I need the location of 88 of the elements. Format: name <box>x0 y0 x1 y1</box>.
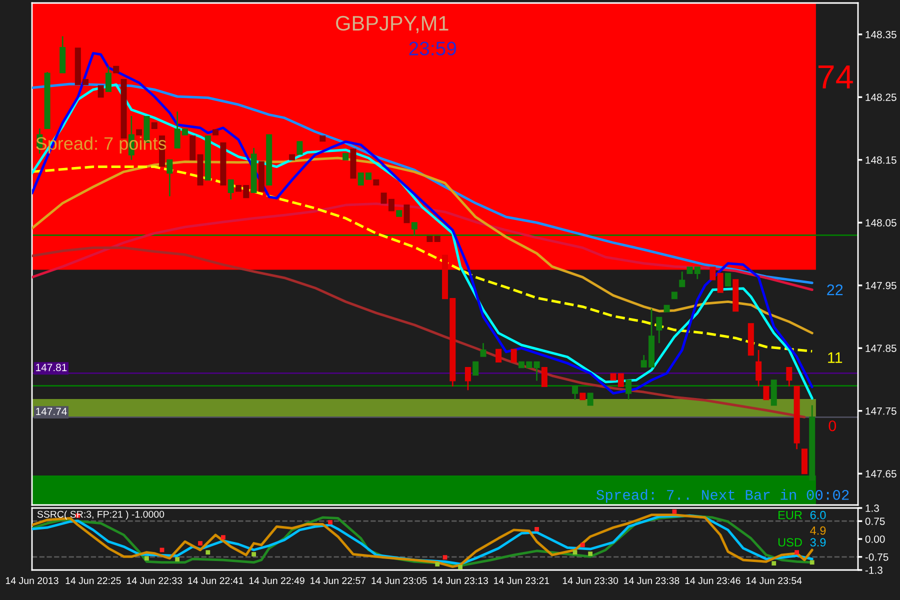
x-tick-label: 14 Jun 22:41 <box>188 577 244 584</box>
candlestick <box>679 270 686 288</box>
x-tick-label: 14 Jun 22:57 <box>310 577 366 584</box>
point <box>198 541 202 546</box>
point <box>772 561 776 566</box>
x-tick-label: 14 Jun 23:46 <box>685 577 740 584</box>
x-tick-label: 14 Jun 22:49 <box>249 577 304 584</box>
candlestick <box>296 141 303 155</box>
candlestick <box>541 367 548 387</box>
candlestick <box>710 266 716 280</box>
point <box>580 542 585 548</box>
annotation: USD <box>778 538 802 547</box>
x-tick-label: 14 Jun 22:33 <box>127 577 182 584</box>
text: GBPJPY,M1 <box>336 16 448 34</box>
point <box>458 564 462 570</box>
candlestick <box>166 159 173 197</box>
point <box>175 557 180 562</box>
candlestick <box>464 366 471 391</box>
annotation: 11 <box>828 352 842 363</box>
point <box>672 509 677 514</box>
candlestick <box>626 379 632 400</box>
annotation: 6.0 <box>810 510 826 520</box>
y-tick-label: 147.75 <box>866 407 896 415</box>
point <box>810 560 814 565</box>
annotation: EUR <box>778 510 802 520</box>
candlestick <box>496 348 502 362</box>
y-tick-label: 148.05 <box>866 219 896 226</box>
candlestick <box>786 366 792 388</box>
candlestick <box>694 266 700 280</box>
point <box>144 556 149 561</box>
x-tick-label: 14 Jun 23:30 <box>562 577 618 584</box>
candlestick <box>763 386 770 400</box>
y-tick-label: 148.15 <box>866 156 896 164</box>
point <box>572 550 578 555</box>
point <box>206 550 210 555</box>
x-tick-label: 14 Jun 23:13 <box>432 577 488 584</box>
point <box>328 520 332 525</box>
y-tick-label: 147.85 <box>866 344 896 352</box>
annotation: 74 <box>818 65 853 88</box>
chart-title: SSRC( SR:3, FP:21 ) -1.0000 <box>37 510 164 520</box>
annotation: 3.9 <box>810 538 826 547</box>
annotation: 4.9 <box>810 526 826 535</box>
candlestick <box>190 135 196 160</box>
x-tick-label: 14 Jun 23:54 <box>746 577 802 584</box>
annotation: 22 <box>827 284 843 296</box>
point <box>534 527 539 532</box>
candlestick <box>717 272 724 293</box>
ref-line-label: 147.81 <box>36 364 67 372</box>
candlestick <box>756 349 762 388</box>
annotation: Spread: 7.. Next Bar in 00:02 <box>596 489 849 503</box>
candlestick <box>105 66 112 92</box>
y-tick-label: 147.95 <box>866 282 896 290</box>
candlestick <box>472 361 479 376</box>
point <box>252 552 256 556</box>
candlestick <box>724 272 731 287</box>
candlestick <box>98 85 104 98</box>
y-tick-label: 148.25 <box>866 94 896 101</box>
line-series <box>32 246 806 418</box>
candlestick <box>411 222 418 236</box>
y-tick-label: -0.75 <box>865 553 888 561</box>
point <box>588 552 593 556</box>
y-tick-label: 0.00 <box>865 536 885 543</box>
candlestick <box>587 392 594 406</box>
y-tick-label: 147.65 <box>866 470 896 478</box>
y-tick-label: 1.3 <box>866 504 879 512</box>
x-tick-label: 14 Jun 23:21 <box>494 577 550 584</box>
point <box>794 550 800 555</box>
candlestick <box>228 179 234 200</box>
point <box>442 555 448 560</box>
line-series <box>32 202 814 292</box>
ref-line-label: 147.74 <box>36 408 67 415</box>
x-tick-label: 14 Jun 22:25 <box>66 577 121 584</box>
x-tick-label: 14 Jun 23:05 <box>372 577 427 584</box>
x-tick-label: 14 Jun 23:38 <box>624 577 680 584</box>
y-tick-label: -1.3 <box>865 566 882 574</box>
candlestick <box>480 342 486 357</box>
y-tick-label: 148.35 <box>866 30 896 38</box>
annotation: 0 <box>828 420 836 432</box>
x-tick-label: 14 Jun 2013 <box>6 577 58 584</box>
candlestick <box>510 348 517 362</box>
candlestick <box>572 386 578 400</box>
candlestick <box>404 204 410 224</box>
candlestick <box>534 361 540 382</box>
point <box>221 535 226 540</box>
y-tick-label: 0.75 <box>865 518 885 525</box>
text: 23:59 <box>409 42 456 56</box>
point <box>435 562 440 566</box>
candlestick <box>656 316 662 344</box>
